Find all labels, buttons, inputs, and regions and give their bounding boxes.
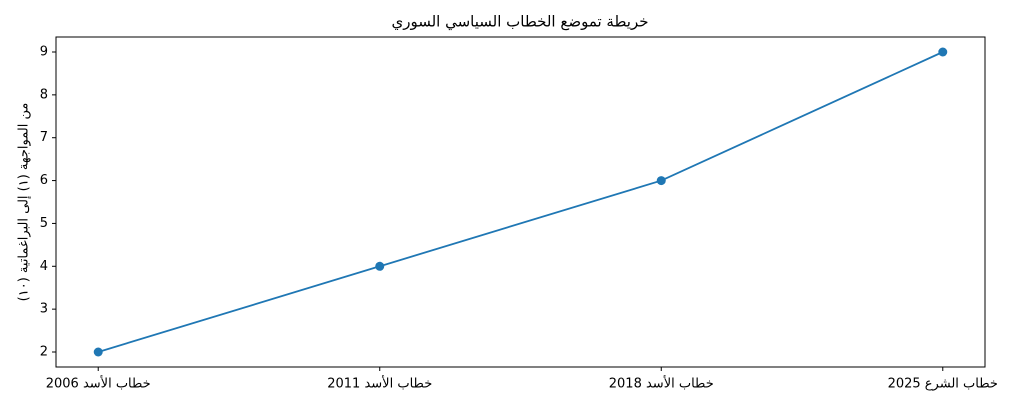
point — [375, 261, 385, 271]
y-tick-label: 9 — [40, 45, 48, 60]
line — [97, 51, 944, 353]
y-tick-label: 6 — [40, 173, 48, 188]
y-tick-label: 2 — [40, 345, 48, 360]
y-tick-label: 7 — [40, 130, 48, 145]
y-tick-label: 4 — [40, 259, 48, 274]
plot-frame — [55, 36, 986, 368]
point — [656, 176, 666, 186]
y-tick-label: 5 — [40, 216, 48, 231]
point — [93, 347, 103, 357]
x-tick-label: خطاب الأسد 2011 — [327, 375, 432, 392]
point — [938, 47, 948, 57]
x-tick-label: خطاب الشرع 2025 — [888, 377, 998, 392]
x-tick-label: خطاب الأسد 2006 — [46, 375, 151, 392]
x-tick-label: خطاب الأسد 2018 — [609, 375, 714, 392]
y-tick-label: 8 — [40, 87, 48, 102]
chart-title: خريطة تموضع الخطاب السياسي السوري — [391, 13, 648, 32]
y-axis-label: من المواجهة (١) إلى البراغماتية (١٠) — [17, 103, 32, 302]
y-tick-label: 3 — [40, 302, 48, 317]
